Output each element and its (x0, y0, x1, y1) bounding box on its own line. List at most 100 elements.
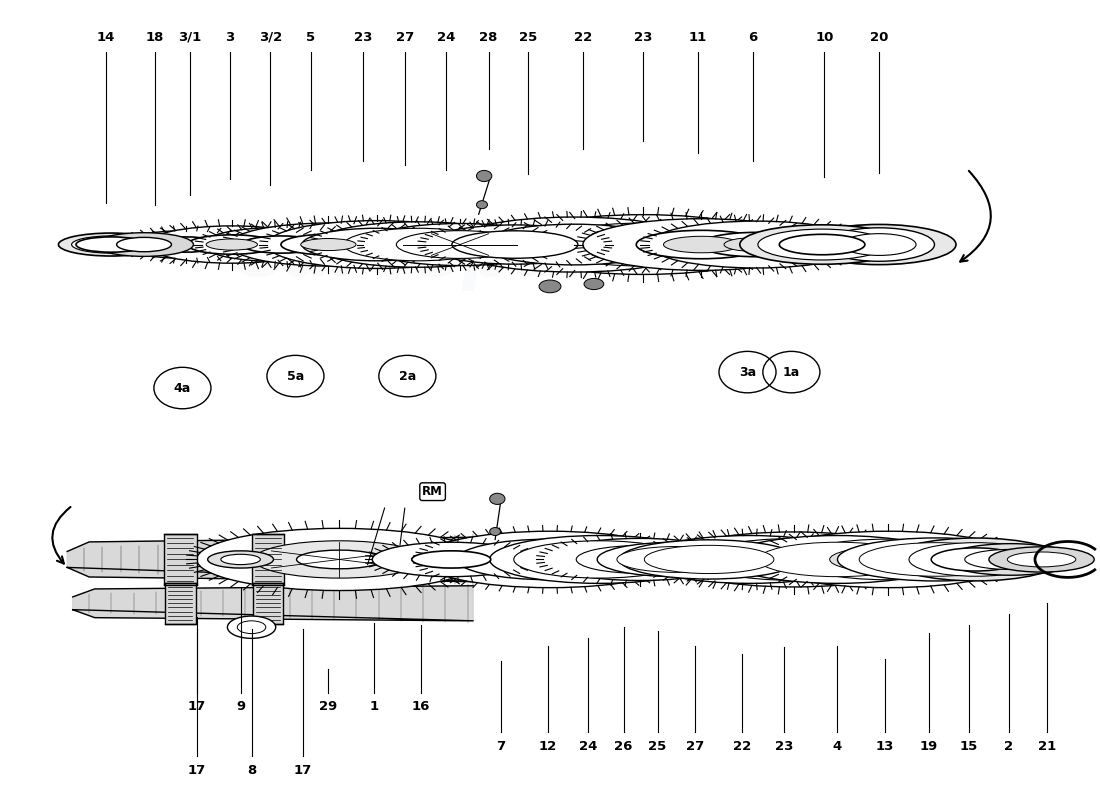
Ellipse shape (490, 494, 505, 505)
Text: 4a: 4a (174, 382, 191, 394)
Ellipse shape (58, 233, 164, 256)
Ellipse shape (890, 538, 1062, 581)
Ellipse shape (476, 170, 492, 182)
Ellipse shape (824, 228, 935, 262)
Ellipse shape (396, 230, 524, 258)
Ellipse shape (202, 227, 360, 262)
Ellipse shape (645, 546, 774, 574)
Ellipse shape (72, 236, 151, 253)
Ellipse shape (117, 238, 172, 252)
Ellipse shape (668, 532, 920, 587)
Ellipse shape (506, 214, 780, 274)
Ellipse shape (363, 223, 557, 266)
Text: 26: 26 (614, 740, 632, 754)
Ellipse shape (728, 535, 947, 583)
Text: 5a: 5a (287, 370, 304, 382)
Ellipse shape (829, 546, 946, 572)
Text: 1a: 1a (783, 366, 800, 378)
Text: 14: 14 (97, 30, 114, 44)
Text: 29: 29 (319, 701, 338, 714)
Text: 19: 19 (920, 740, 937, 754)
Ellipse shape (649, 221, 864, 268)
Ellipse shape (481, 224, 668, 265)
Ellipse shape (302, 228, 451, 261)
Text: 24: 24 (580, 740, 597, 754)
Ellipse shape (576, 546, 704, 574)
Bar (164, 534, 197, 586)
Text: 7: 7 (496, 740, 505, 754)
Text: 6: 6 (748, 30, 758, 44)
Text: 18: 18 (146, 30, 164, 44)
Ellipse shape (539, 280, 561, 293)
Ellipse shape (583, 218, 820, 270)
Text: 3a: 3a (739, 366, 756, 378)
Text: 3/2: 3/2 (258, 30, 282, 44)
Text: 23: 23 (774, 740, 793, 754)
Ellipse shape (425, 225, 605, 264)
Ellipse shape (701, 232, 812, 257)
Text: eurospares: eurospares (234, 525, 691, 594)
Ellipse shape (636, 230, 767, 258)
Ellipse shape (543, 538, 737, 581)
Ellipse shape (740, 225, 904, 264)
Ellipse shape (146, 226, 318, 263)
Ellipse shape (490, 535, 710, 583)
Text: 24: 24 (437, 30, 455, 44)
Ellipse shape (221, 554, 261, 565)
Ellipse shape (909, 542, 1043, 576)
Ellipse shape (1008, 552, 1076, 567)
Text: 23: 23 (634, 30, 652, 44)
Ellipse shape (584, 278, 604, 290)
Ellipse shape (228, 616, 276, 638)
Ellipse shape (452, 231, 578, 258)
Ellipse shape (758, 229, 887, 260)
FancyArrowPatch shape (960, 171, 991, 262)
Text: 16: 16 (411, 701, 430, 714)
Text: 28: 28 (480, 30, 497, 44)
Ellipse shape (965, 550, 1057, 570)
Ellipse shape (697, 538, 890, 580)
Ellipse shape (95, 233, 194, 256)
Text: 15: 15 (960, 740, 978, 754)
Polygon shape (67, 537, 484, 582)
Ellipse shape (619, 540, 799, 579)
Ellipse shape (759, 531, 1018, 588)
Ellipse shape (837, 538, 1035, 581)
Ellipse shape (514, 541, 685, 578)
Ellipse shape (267, 221, 486, 269)
Text: 20: 20 (870, 30, 889, 44)
Text: 2a: 2a (398, 370, 416, 382)
Ellipse shape (420, 531, 680, 588)
Text: 27: 27 (685, 740, 704, 754)
Ellipse shape (802, 225, 956, 265)
Text: 8: 8 (246, 764, 256, 778)
Text: 27: 27 (396, 30, 415, 44)
Text: 25: 25 (519, 30, 537, 44)
Text: 1: 1 (370, 701, 379, 714)
Bar (165, 582, 196, 624)
Ellipse shape (122, 230, 250, 258)
Ellipse shape (280, 234, 376, 255)
Ellipse shape (206, 239, 257, 250)
Text: 22: 22 (574, 30, 592, 44)
Text: 17: 17 (294, 764, 312, 778)
Ellipse shape (724, 238, 789, 251)
Text: 13: 13 (876, 740, 894, 754)
Polygon shape (73, 586, 473, 621)
Text: 22: 22 (733, 740, 751, 754)
Text: 12: 12 (539, 740, 557, 754)
Ellipse shape (448, 217, 701, 272)
Text: 3/1: 3/1 (178, 30, 201, 44)
Ellipse shape (76, 237, 146, 252)
Text: eurospares: eurospares (234, 222, 691, 291)
Ellipse shape (315, 222, 522, 267)
Text: 11: 11 (689, 30, 707, 44)
Ellipse shape (151, 237, 221, 252)
Text: 25: 25 (648, 740, 667, 754)
Ellipse shape (640, 535, 859, 583)
Ellipse shape (617, 546, 736, 572)
Bar (253, 582, 284, 624)
Text: 21: 21 (1038, 740, 1056, 754)
Ellipse shape (230, 223, 427, 266)
Text: 23: 23 (354, 30, 373, 44)
